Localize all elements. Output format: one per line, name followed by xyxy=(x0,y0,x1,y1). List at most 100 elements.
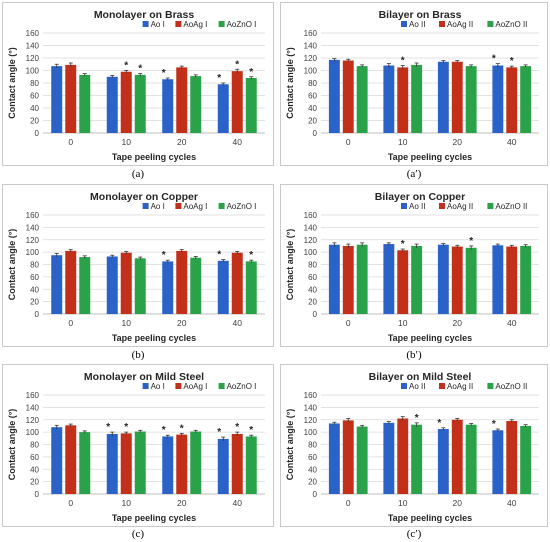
chart-title: Bilayer on Mild Steel xyxy=(369,371,472,383)
bar xyxy=(120,433,132,494)
legend-label: AoAg I xyxy=(183,382,207,391)
y-tick-label: 160 xyxy=(304,29,318,38)
significance-star: * xyxy=(492,419,496,430)
x-axis-label: Tape peeling cycles xyxy=(388,333,472,343)
y-axis-label: Contact angle (°) xyxy=(7,409,17,481)
significance-star: * xyxy=(492,54,496,65)
chart-svg: Bilayer on Brass020406080100120140160Con… xyxy=(285,9,539,162)
x-tick-label: 20 xyxy=(177,498,187,508)
bar xyxy=(190,431,202,494)
y-tick-label: 120 xyxy=(304,54,318,63)
significance-star: * xyxy=(235,422,239,433)
y-tick-label: 140 xyxy=(304,223,318,232)
bar xyxy=(356,426,368,494)
significance-star: * xyxy=(235,59,239,70)
bar xyxy=(231,252,243,314)
bar xyxy=(397,250,409,314)
x-tick-label: 10 xyxy=(122,137,132,147)
bar xyxy=(134,258,146,314)
bar xyxy=(465,247,477,314)
y-tick-label: 80 xyxy=(308,79,317,88)
y-tick-label: 0 xyxy=(35,490,40,499)
bar xyxy=(134,431,146,494)
x-tick-label: 40 xyxy=(233,137,243,147)
legend-swatch xyxy=(175,383,182,389)
significance-star: * xyxy=(138,64,142,75)
legend-label: AoAg I xyxy=(183,202,207,211)
legend-swatch xyxy=(175,21,182,27)
legend-swatch xyxy=(487,21,494,27)
bar xyxy=(492,430,504,494)
y-tick-label: 160 xyxy=(26,391,40,400)
y-tick-label: 160 xyxy=(304,211,318,220)
bar xyxy=(411,64,423,133)
bar xyxy=(106,76,118,133)
significance-star: * xyxy=(249,250,253,261)
y-tick-label: 140 xyxy=(26,223,40,232)
legend-label: AoZnO I xyxy=(227,20,257,29)
bar xyxy=(383,65,395,133)
bar xyxy=(65,64,77,133)
panel-label-b: (b) xyxy=(131,349,145,361)
panel-frame-b-prime xyxy=(280,184,548,347)
x-tick-label: 0 xyxy=(346,498,351,508)
y-tick-label: 140 xyxy=(304,42,318,51)
legend-swatch xyxy=(142,203,149,209)
legend-swatch xyxy=(218,383,225,389)
y-tick-label: 0 xyxy=(313,490,318,499)
bar xyxy=(451,61,463,133)
bar xyxy=(520,425,532,494)
bar xyxy=(134,74,146,133)
legend-swatch xyxy=(487,203,494,209)
x-axis-label: Tape peeling cycles xyxy=(112,333,196,343)
legend-swatch xyxy=(401,21,407,27)
y-tick-label: 100 xyxy=(304,248,318,257)
bar xyxy=(342,60,354,133)
y-tick-label: 0 xyxy=(35,129,40,138)
x-tick-label: 0 xyxy=(68,498,73,508)
chart-svg: Bilayer on Copper020406080100120140160Co… xyxy=(285,191,539,343)
bar xyxy=(451,246,463,314)
x-tick-label: 0 xyxy=(346,318,351,328)
y-tick-label: 40 xyxy=(30,465,39,474)
significance-star: * xyxy=(401,239,405,250)
legend-swatch xyxy=(487,383,494,389)
bar xyxy=(506,420,518,494)
y-tick-label: 60 xyxy=(308,92,317,101)
y-tick-label: 100 xyxy=(26,428,40,437)
bar xyxy=(411,424,423,494)
y-tick-label: 100 xyxy=(26,67,40,76)
bar xyxy=(520,66,532,133)
legend-label: Ao II xyxy=(409,20,425,29)
chart-title: Monolayer on Brass xyxy=(94,9,195,21)
significance-star: * xyxy=(415,413,419,424)
chart-monolayer-brass: Monolayer on Brass 0 20 40 60 80 100 120 140 160 C… xyxy=(3,3,273,165)
chart-svg: Monolayer on Mild Steel02040608010012014… xyxy=(7,371,265,523)
legend-label: AoZnO II xyxy=(495,382,527,391)
bar xyxy=(120,252,132,314)
y-tick-label: 20 xyxy=(30,298,39,307)
bar xyxy=(79,257,91,314)
significance-star: * xyxy=(124,61,128,72)
significance-star: * xyxy=(162,250,166,261)
x-tick-label: 10 xyxy=(398,498,408,508)
y-tick-label: 60 xyxy=(30,92,39,101)
y-tick-label: 160 xyxy=(26,29,40,38)
y-tick-label: 80 xyxy=(308,261,317,270)
legend-swatch xyxy=(439,203,445,209)
y-tick-label: 120 xyxy=(304,416,318,425)
bar xyxy=(162,436,174,494)
x-tick-label: 20 xyxy=(177,137,187,147)
legend-swatch xyxy=(218,203,225,209)
y-tick-label: 100 xyxy=(26,248,40,257)
panel-frame-b xyxy=(2,184,274,347)
bar xyxy=(492,245,504,314)
bar xyxy=(162,261,174,314)
legend-label: AoZnO II xyxy=(495,20,527,29)
y-tick-label: 120 xyxy=(26,236,40,245)
y-tick-label: 120 xyxy=(304,236,318,245)
chart-svg: Monolayer on Brass020406080100120140160C… xyxy=(7,9,265,162)
y-tick-label: 0 xyxy=(313,310,318,319)
y-tick-label: 60 xyxy=(30,453,39,462)
bar xyxy=(383,422,395,494)
